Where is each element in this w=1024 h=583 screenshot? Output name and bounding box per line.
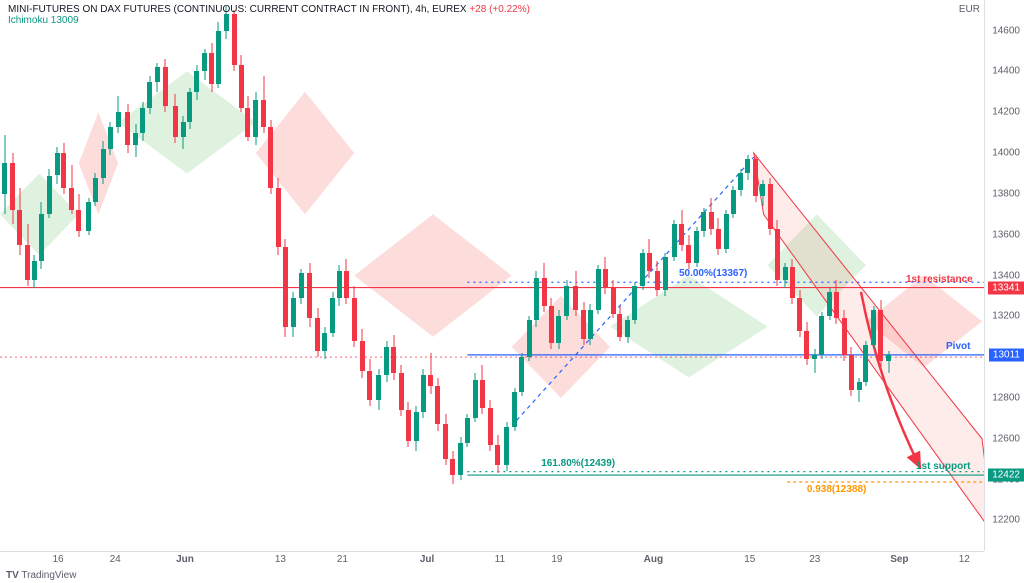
price-tag: 13341 <box>988 281 1024 294</box>
y-axis-tick: 12800 <box>992 392 1020 403</box>
x-axis-tick: 15 <box>744 554 755 565</box>
y-axis-tick: 12600 <box>992 433 1020 444</box>
y-axis-tick: 14000 <box>992 148 1020 159</box>
price-tag: 12422 <box>988 469 1024 482</box>
indicator-value: 13009 <box>51 15 79 26</box>
chart-annotation: 161.80%(12439) <box>541 458 615 469</box>
price-change: +28 (+0.22%) <box>469 4 530 15</box>
chart-annotation: Pivot <box>946 341 970 352</box>
indicator-name: Ichimoku <box>8 15 48 26</box>
y-axis-tick: 13400 <box>992 270 1020 281</box>
x-axis-tick: 11 <box>495 554 505 565</box>
y-axis-tick: 13800 <box>992 188 1020 199</box>
x-axis-tick: 21 <box>337 554 348 565</box>
y-axis-tick: 14200 <box>992 107 1020 118</box>
x-axis-tick: Jun <box>176 554 194 565</box>
chart-header: MINI-FUTURES ON DAX FUTURES (CONTINUOUS:… <box>8 4 530 26</box>
x-axis-tick: 23 <box>809 554 820 565</box>
y-axis-tick: 13600 <box>992 229 1020 240</box>
x-axis-tick: 16 <box>52 554 63 565</box>
x-axis-tick: Aug <box>644 554 663 565</box>
y-axis-tick: 13200 <box>992 311 1020 322</box>
x-axis-tick: 12 <box>959 554 970 565</box>
x-axis-tick: Jul <box>420 554 434 565</box>
instrument-title: MINI-FUTURES ON DAX FUTURES (CONTINUOUS:… <box>8 4 467 15</box>
x-axis-tick: 19 <box>551 554 562 565</box>
y-axis-tick: 14600 <box>992 25 1020 36</box>
x-axis-tick: 24 <box>110 554 121 565</box>
y-axis: 14600 14400 14200 14000 13800 13600 13400 13200… <box>984 0 1024 551</box>
y-axis-tick: 12200 <box>992 515 1020 526</box>
x-axis: 16 24 Jun 13 21 Jul 11 19 Aug 15 23 Sep 12 <box>0 551 984 567</box>
chart-annotation: 0.938(12388) <box>807 484 867 495</box>
chart-annotation: 50.00%(13367) <box>679 268 747 279</box>
chart-annotation: 1st resistance <box>906 274 973 285</box>
chart-plot-area[interactable]: 50.00%(13367) 161.80%(12439) 0.938(12388) 1… <box>0 0 984 551</box>
y-axis-tick: 14400 <box>992 66 1020 77</box>
x-axis-tick: 13 <box>275 554 286 565</box>
price-tag: 13011 <box>989 348 1024 361</box>
tradingview-watermark: TV TradingView <box>6 570 76 581</box>
x-axis-tick: Sep <box>890 554 908 565</box>
chart-annotation: 1st support <box>916 461 970 472</box>
